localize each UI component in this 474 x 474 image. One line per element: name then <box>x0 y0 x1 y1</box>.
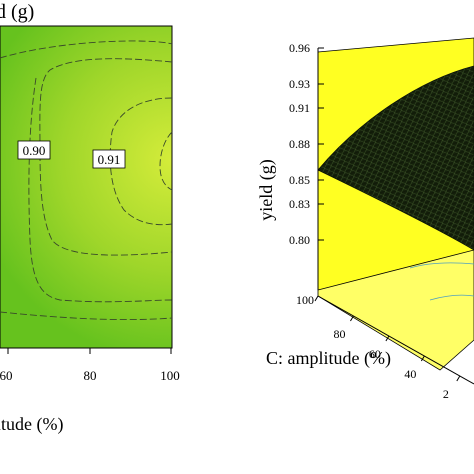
x-tick-mark-4 <box>456 375 461 382</box>
x-tick-label-2: 60 <box>369 347 381 361</box>
contour-label-box-0 <box>17 140 51 160</box>
floor <box>317 249 474 371</box>
x-tick-mark-0 <box>314 295 319 302</box>
floor-contour-2 <box>429 294 474 301</box>
contour-label-0-91: 0.91 <box>98 152 121 167</box>
x-ticks: 100 80 60 40 2 <box>296 293 461 401</box>
contour-x-label: itude (%) <box>0 414 63 435</box>
z-ticks: 0.96 0.93 0.91 0.88 0.85 0.83 0.80 <box>289 41 324 247</box>
z-tick-label-1: 0.93 <box>289 77 310 91</box>
contour-x-tick-80: 80 <box>84 368 97 383</box>
contour-line-inner <box>159 131 173 191</box>
contour-label-0-90: 0.90 <box>23 143 46 158</box>
z-tick-label-3: 0.88 <box>289 137 310 151</box>
floor-contour <box>409 262 474 269</box>
contour-title: d (g) <box>0 1 34 23</box>
contour-label-box-1 <box>92 149 126 169</box>
z-axis-label: yield (g) <box>256 159 277 220</box>
z-tick-label-4: 0.85 <box>289 173 310 187</box>
x-tick-label-4: 2 <box>443 387 449 401</box>
x-axis-label: C: amplitude (%) <box>266 348 391 369</box>
x-axis-line <box>317 295 474 385</box>
x-tick-label-3: 40 <box>404 367 416 381</box>
z-tick-label-5: 0.83 <box>289 197 310 211</box>
contour-line-bottom <box>0 311 173 321</box>
z-tick-label-0: 0.96 <box>289 41 310 55</box>
contour-x-ticks: 60 80 100 <box>0 348 180 383</box>
contour-x-tick-60: 60 <box>0 368 13 383</box>
x-tick-mark-3 <box>420 355 425 362</box>
z-tick-label-6: 0.80 <box>289 233 310 247</box>
surface-plot: 0.96 0.93 0.91 0.88 0.85 0.83 0.80 yield (g) 1… <box>256 37 474 401</box>
contour-plot: d (g) 0.90 0.91 60 80 100 itude (%) <box>0 1 180 435</box>
contour-x-tick-100: 100 <box>160 368 180 383</box>
contour-line-outer <box>0 40 173 303</box>
x-tick-mark-2 <box>385 335 390 342</box>
x-tick-label-0: 100 <box>296 293 314 307</box>
contour-area <box>0 25 173 349</box>
x-tick-mark-1 <box>350 315 354 322</box>
contour-line-0-91 <box>109 97 173 226</box>
x-tick-label-1: 80 <box>333 327 345 341</box>
response-surface <box>317 65 474 251</box>
z-tick-label-2: 0.91 <box>289 101 310 115</box>
